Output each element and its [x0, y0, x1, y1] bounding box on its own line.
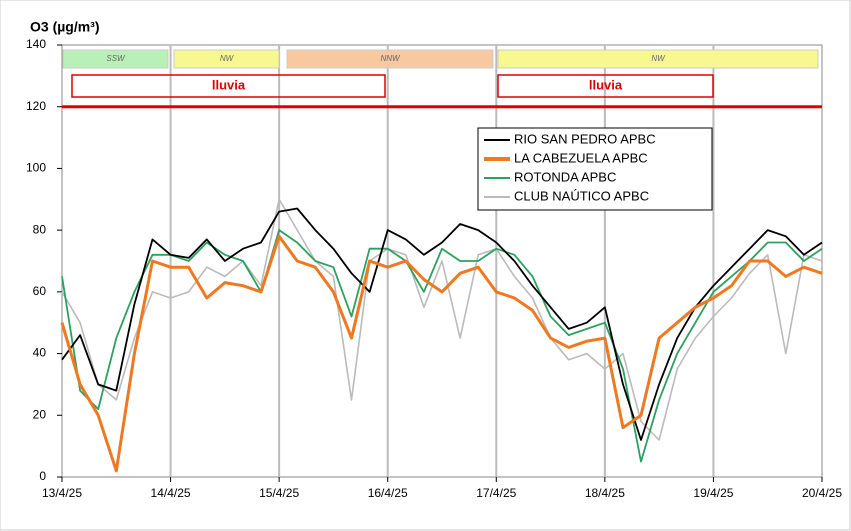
x-tick-label: 19/4/25 — [693, 486, 733, 500]
wind-label: NNW — [380, 54, 401, 63]
rain-label: lluvia — [212, 77, 246, 92]
legend-box — [477, 127, 713, 211]
legend-label: ROTONDA APBC — [514, 169, 616, 184]
x-tick-label: 16/4/25 — [368, 486, 408, 500]
rain-box — [497, 74, 714, 98]
legend-label: RIO SAN PEDRO APBC — [514, 131, 656, 146]
wind-label: SSW — [106, 54, 126, 63]
x-tick-label: 15/4/25 — [259, 486, 299, 500]
y-tick-label: 20 — [33, 407, 47, 421]
x-tick-label: 13/4/25 — [42, 486, 82, 500]
chart-title: O3 (µg/m³) — [30, 19, 100, 35]
wind-band — [286, 49, 494, 69]
y-tick-label: 120 — [26, 99, 46, 113]
wind-band — [173, 49, 280, 69]
y-tick-label: 140 — [26, 37, 46, 51]
rain-box — [71, 74, 386, 98]
series-line — [60, 234, 823, 473]
rain-label: lluvia — [589, 77, 623, 92]
y-tick-label: 40 — [33, 346, 47, 360]
x-tick-label: 18/4/25 — [585, 486, 625, 500]
legend-label: LA CABEZUELA APBC — [514, 150, 648, 165]
x-tick-label: 14/4/25 — [151, 486, 191, 500]
wind-label: NW — [651, 54, 666, 63]
x-tick-label: 20/4/25 — [802, 486, 842, 500]
y-tick-label: 60 — [33, 284, 47, 298]
x-tick-label: 17/4/25 — [476, 486, 516, 500]
wind-band — [497, 49, 819, 69]
wind-label: NW — [220, 54, 235, 63]
series-line — [61, 198, 823, 441]
legend-label: CLUB NAÚTICO APBC — [514, 188, 649, 203]
y-tick-label: 80 — [33, 222, 47, 236]
y-tick-label: 100 — [26, 161, 46, 175]
y-tick-label: 0 — [39, 469, 46, 483]
wind-band — [62, 49, 169, 69]
series-line — [61, 229, 823, 463]
